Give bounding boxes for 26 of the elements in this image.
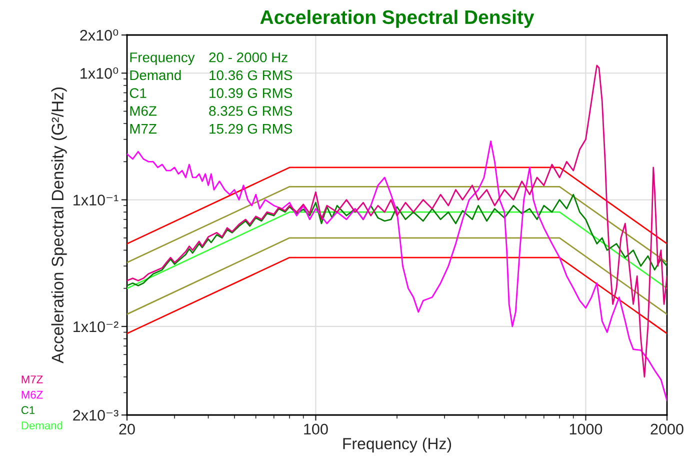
annotation: 15.29 G RMS <box>210 124 292 134</box>
text: C1 <box>21 406 35 414</box>
y-tick-label: 2x10⁰ <box>80 29 118 41</box>
annotation: 10.36 G RMS <box>210 70 292 80</box>
x-tick-label: 20 <box>119 424 135 435</box>
x-tick-label: 1000 <box>570 424 602 435</box>
annotation: Frequency <box>130 52 195 66</box>
text: M6Z <box>22 390 43 399</box>
text: M7Z <box>22 376 43 384</box>
chart-title: Acceleration Spectral Density <box>260 10 534 28</box>
annotation: Demand <box>130 70 181 80</box>
annotation: 20 - 2000 Hz <box>209 52 288 62</box>
annotation: C1 <box>130 88 146 98</box>
annotation: M6Z <box>130 106 157 116</box>
y-tick-label: 1x10⁻¹ <box>74 194 118 206</box>
annotation: M7Z <box>130 124 157 134</box>
annotation: 8.325 G RMS <box>209 106 292 116</box>
annotation: 10.39 G RMS <box>210 88 292 98</box>
y-tick-label: 1x10⁻² <box>74 321 118 332</box>
y-axis-title: Acceleration Spectral Density (G²/Hz) <box>51 88 67 364</box>
y-tick-label: 2x10⁻³ <box>73 410 118 421</box>
x-axis-title: Frequency (Hz) <box>343 438 452 452</box>
text: Demand <box>22 421 62 430</box>
y-tick-label: 1x10⁰ <box>80 67 118 79</box>
x-tick-label: 2000 <box>650 424 684 435</box>
x-tick-label: 100 <box>304 424 328 435</box>
